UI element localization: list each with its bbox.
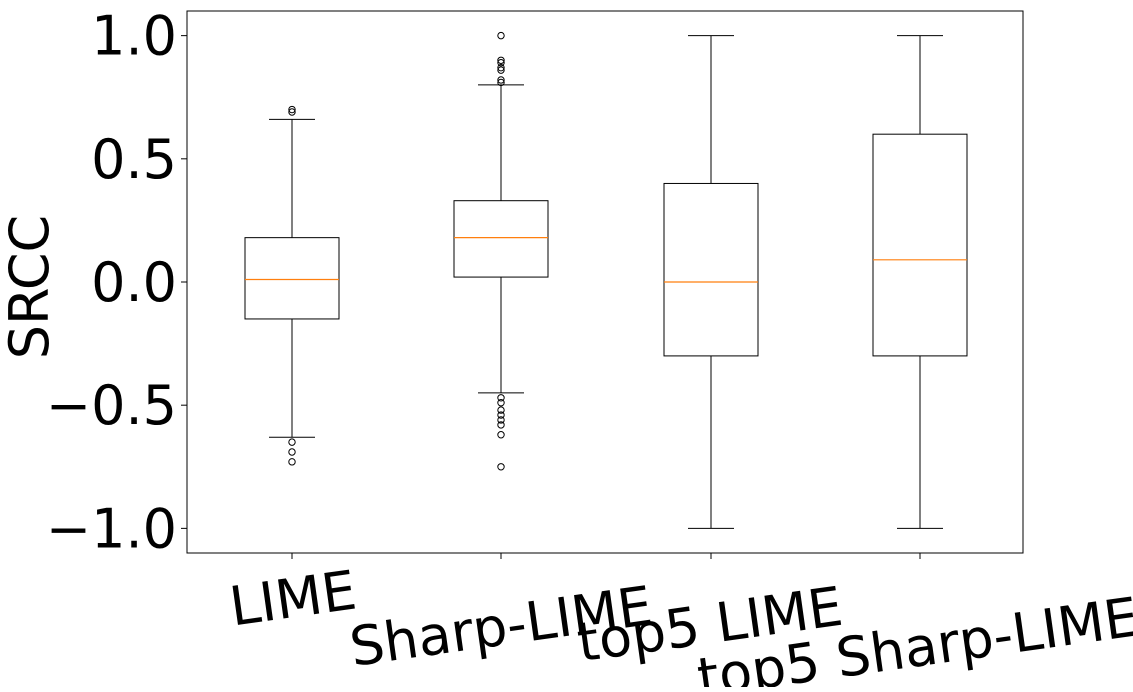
box-4 (872, 35, 968, 529)
y-axis: 1.0 0.5 0.0 −0.5 −1.0 (46, 5, 187, 560)
y-tick-label: 0.0 (91, 251, 177, 314)
outlier-point (497, 399, 505, 407)
outlier-point (288, 108, 296, 116)
y-axis-label: SRCC (0, 215, 61, 360)
y-tick-label: −0.5 (46, 374, 177, 437)
outlier-point (497, 463, 505, 471)
outlier-point (288, 105, 296, 114)
y-tick-label: 1.0 (91, 5, 177, 68)
outlier-point (497, 63, 505, 72)
outlier-point (497, 78, 505, 87)
box-1 (244, 105, 340, 466)
outlier-point (497, 66, 505, 74)
y-tick-label: 0.5 (91, 128, 177, 191)
box-iqr (872, 133, 968, 357)
outlier-point (288, 448, 296, 456)
outlier-point (497, 56, 505, 64)
outlier-point (497, 416, 505, 424)
y-tick-label: −1.0 (46, 497, 177, 560)
boxes (244, 31, 968, 529)
outlier-point (497, 411, 505, 419)
plot-frame (186, 10, 1024, 554)
outlier-point (288, 438, 296, 446)
outlier-point (497, 431, 505, 439)
box-iqr (453, 200, 549, 278)
outlier-point (497, 394, 505, 402)
outlier-point (497, 406, 505, 414)
outlier-point (497, 76, 505, 84)
outlier-point (497, 421, 505, 429)
outlier-point (497, 31, 505, 40)
outlier-point (288, 458, 296, 466)
box-2 (453, 31, 549, 471)
box-iqr (244, 237, 340, 320)
outlier-point (497, 59, 505, 67)
x-tick-label: LIME (226, 558, 360, 638)
box-3 (663, 35, 759, 529)
box-iqr (663, 182, 759, 357)
